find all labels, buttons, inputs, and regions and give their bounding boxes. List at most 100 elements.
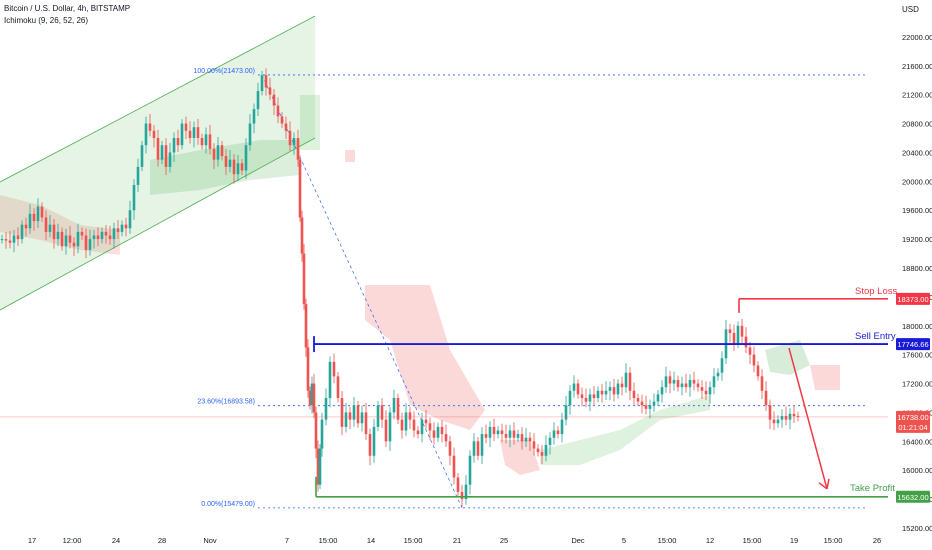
x-tick-label: Dec — [571, 536, 585, 545]
candle-body — [148, 123, 152, 131]
candle-body — [396, 398, 400, 420]
candle-body — [318, 448, 322, 485]
candle-body — [376, 405, 380, 427]
candle-body — [568, 390, 572, 406]
candle-body — [302, 253, 306, 305]
candle-body — [428, 423, 432, 431]
candle-body — [296, 138, 300, 160]
candle-body — [680, 383, 684, 388]
y-tick-label: 21600.00 — [902, 62, 932, 71]
candle-body — [300, 217, 304, 254]
candle-body — [472, 441, 476, 456]
channel-upper-line — [0, 15, 316, 183]
time-axis: 17 12:00 24 28 Nov 7 15:00 14 15:00 21 25 Dec 5 15:00… — [28, 536, 881, 545]
candle-body — [156, 138, 160, 160]
take-profit-tag-text: 15632.00 — [897, 493, 928, 502]
candle-body — [36, 206, 40, 222]
y-tick-label: 17200.00 — [902, 380, 932, 389]
candle-body — [660, 387, 664, 395]
x-tick-label: 26 — [873, 536, 881, 545]
candle-body — [360, 412, 364, 424]
candle-body — [500, 430, 504, 435]
candle-body — [600, 390, 604, 395]
candle-body — [224, 156, 228, 167]
candle-body — [596, 390, 600, 398]
candle-body — [468, 455, 472, 485]
candle-body — [116, 228, 120, 232]
candle-body — [664, 376, 668, 388]
candle-body — [20, 224, 24, 240]
candle-body — [306, 347, 310, 391]
candle-body — [328, 361, 332, 398]
y-tick-label: 20800.00 — [902, 120, 932, 129]
candle-body — [496, 430, 500, 435]
candle-body — [352, 405, 356, 420]
candle-body — [716, 372, 720, 377]
symbol-title: Bitcoin / U.S. Dollar, 4h, BITSTAMP — [4, 4, 131, 13]
candle-body — [12, 235, 16, 243]
current-price-box — [896, 410, 930, 433]
ichimoku-cloud — [0, 95, 840, 475]
candle-body — [404, 412, 408, 431]
current-price-text: 16738.00 — [897, 413, 928, 422]
candle-body — [588, 394, 592, 402]
ascending-channel — [0, 15, 316, 311]
candle-body — [332, 361, 336, 377]
candle-body — [310, 383, 314, 406]
candle-body — [24, 224, 28, 229]
candle-body — [748, 347, 752, 355]
x-tick-label: 15:00 — [319, 536, 338, 545]
cloud-segment — [810, 365, 840, 390]
candle-body — [136, 166, 140, 185]
indicator-label: Ichimoku (9, 26, 52, 26) — [4, 16, 89, 25]
cloud-segment — [345, 150, 355, 162]
candle-body — [180, 123, 184, 146]
y-tick-label: 19600.00 — [902, 206, 932, 215]
candle-body — [616, 383, 620, 395]
candle-body — [252, 109, 256, 124]
candle-body — [780, 416, 784, 420]
candle-body — [448, 441, 452, 456]
candle-body — [460, 491, 464, 500]
candle-body — [744, 336, 748, 348]
candle-body — [324, 398, 328, 420]
candle-body — [272, 94, 276, 106]
channel-lower-line — [0, 137, 316, 311]
candle-body — [316, 448, 320, 485]
candle-body — [612, 387, 616, 395]
y-tick-label: 15200.00 — [902, 524, 932, 533]
candle-body — [528, 437, 532, 442]
candle-body — [80, 231, 84, 236]
candle-body — [524, 437, 528, 442]
candle-body — [636, 398, 640, 402]
candle-body — [240, 163, 244, 171]
x-tick-label: 17 — [28, 536, 36, 545]
y-tick-label: 16400.00 — [902, 437, 932, 446]
candle-body — [256, 91, 260, 110]
candle-body — [572, 383, 576, 391]
candle-body — [72, 242, 76, 247]
y-tick-label: 22000.00 — [902, 33, 932, 42]
candle-body — [388, 412, 392, 442]
sell-entry-tag-text: 17746.66 — [897, 340, 928, 349]
candle-body — [580, 394, 584, 398]
candle-body — [188, 130, 192, 138]
candle-body — [196, 127, 200, 138]
candle-body — [372, 426, 376, 456]
candle-body — [756, 365, 760, 377]
candle-body — [408, 412, 412, 420]
candle-body — [732, 333, 736, 344]
candle-body — [200, 138, 204, 146]
cloud-segment — [150, 140, 300, 195]
candle-body — [520, 434, 524, 442]
candle-body — [628, 372, 632, 391]
candle-body — [412, 419, 416, 431]
candle-body — [288, 130, 292, 146]
x-tick-label: 15:00 — [404, 536, 423, 545]
candle-body — [640, 401, 644, 406]
candle-body — [96, 235, 100, 240]
candle-body — [112, 228, 116, 240]
cloud-segment — [540, 395, 710, 465]
candle-body — [192, 127, 196, 138]
